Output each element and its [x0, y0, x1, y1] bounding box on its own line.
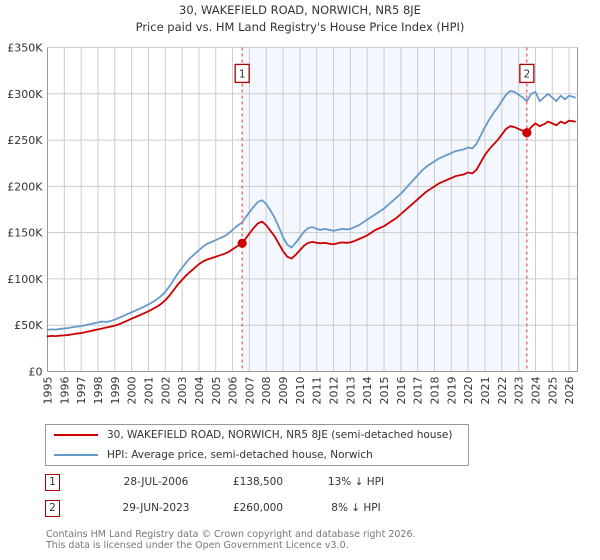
x-axis-tick-label: 2016 — [395, 377, 408, 405]
x-axis-tick-label: 2007 — [243, 377, 256, 405]
y-axis-tick-label: £150K — [7, 227, 43, 240]
y-axis-tick-label: £100K — [7, 273, 43, 286]
x-axis-tick-label: 1996 — [58, 377, 71, 405]
x-axis-tick-label: 2018 — [428, 377, 441, 405]
transaction-price-2: £260,000 — [232, 502, 284, 514]
footer-licence-line: This data is licensed under the Open Gov… — [46, 540, 349, 551]
x-axis-tick-label: 2001 — [142, 377, 155, 405]
legend-swatch-hpi — [54, 454, 98, 456]
footer-copyright-line: Contains HM Land Registry data © Crown c… — [46, 529, 416, 540]
chart-legend: 30, WAKEFIELD ROAD, NORWICH, NR5 8JE (se… — [45, 424, 469, 466]
table-row: 2 29-JUN-2023 £260,000 8% ↓ HPI — [45, 500, 475, 526]
legend-item-price-paid: 30, WAKEFIELD ROAD, NORWICH, NR5 8JE (se… — [46, 425, 468, 445]
x-axis-tick-label: 2026 — [563, 377, 576, 405]
x-axis-tick-label: 2019 — [445, 377, 458, 405]
x-axis-tick-label: 2004 — [193, 377, 206, 405]
x-axis-tick-label: 2014 — [361, 377, 374, 405]
transaction-marker-2: 2 — [45, 500, 60, 517]
sale-point-marker-1 — [237, 238, 247, 248]
x-axis-tick-label: 2012 — [328, 377, 341, 405]
x-axis-tick-label: 2002 — [159, 377, 172, 405]
attribution-footer: Contains HM Land Registry data © Crown c… — [46, 529, 586, 551]
event-marker-box-2 — [519, 63, 535, 84]
x-axis-tick-label: 1998 — [92, 377, 105, 405]
table-row: 1 28-JUL-2006 £138,500 13% ↓ HPI — [45, 474, 475, 500]
transaction-date-1: 28-JUL-2006 — [123, 476, 189, 488]
price-history-chart: £0 £50K £100K £150K £200K £250K £300K £350K 1995… — [7, 42, 578, 405]
transaction-price-1: £138,500 — [232, 476, 284, 488]
y-axis-tick-label: £0 — [29, 366, 43, 379]
event-marker-box-1 — [234, 63, 250, 84]
legend-label-hpi: HPI: Average price, semi-detached house,… — [107, 449, 373, 461]
x-axis-tick-label: 2024 — [529, 377, 542, 405]
y-axis-tick-label: £300K — [7, 88, 43, 101]
x-axis-tick-label: 2017 — [412, 377, 425, 405]
series-line-hpi — [46, 90, 576, 331]
transaction-date-2: 29-JUN-2023 — [122, 502, 190, 514]
x-axis-tick-label: 2011 — [311, 377, 324, 405]
transaction-hpi-delta-1: 13% ↓ HPI — [327, 476, 385, 488]
legend-label-price-paid: 30, WAKEFIELD ROAD, NORWICH, NR5 8JE (se… — [107, 429, 453, 441]
x-axis-tick-label: 2023 — [513, 377, 526, 405]
x-axis-tick-label: 2006 — [227, 377, 240, 405]
transaction-hpi-delta-2: 8% ↓ HPI — [331, 502, 381, 514]
x-axis-tick-label: 2021 — [479, 377, 492, 405]
ownership-period-band — [242, 47, 527, 372]
y-axis-tick-label: £350K — [7, 42, 43, 55]
x-axis-tick-label: 2022 — [496, 377, 509, 405]
transactions-table: 1 28-JUL-2006 £138,500 13% ↓ HPI 2 29-JU… — [45, 474, 475, 526]
x-axis-tick-label: 1995 — [42, 377, 55, 405]
x-axis-tick-label: 2020 — [462, 377, 475, 405]
x-axis-tick-label: 2005 — [210, 377, 223, 405]
event-marker-label-2: 2 — [524, 68, 531, 80]
legend-item-hpi: HPI: Average price, semi-detached house,… — [46, 445, 468, 465]
chart-title-block: 30, WAKEFIELD ROAD, NORWICH, NR5 8JE Pri… — [0, 2, 600, 36]
x-axis-tick-label: 2025 — [546, 377, 559, 405]
x-axis-tick-label: 2013 — [344, 377, 357, 405]
page-title: 30, WAKEFIELD ROAD, NORWICH, NR5 8JE — [179, 3, 421, 17]
x-axis-tick-label: 2009 — [277, 377, 290, 405]
page-subtitle: Price paid vs. HM Land Registry's House … — [135, 20, 465, 34]
event-marker-label-1: 1 — [239, 68, 246, 80]
series-line-price-paid — [46, 119, 576, 338]
y-axis-tick-label: £50K — [14, 319, 43, 332]
x-axis-tick-label: 2008 — [260, 377, 273, 405]
legend-swatch-price-paid — [54, 434, 98, 436]
x-axis-tick-label: 2010 — [294, 377, 307, 405]
y-axis-tick-label: £250K — [7, 134, 43, 147]
x-axis-tick-label: 1997 — [75, 377, 88, 405]
transaction-marker-1: 1 — [45, 474, 60, 491]
y-axis-tick-label: £200K — [7, 180, 43, 193]
x-axis-tick-label: 1999 — [109, 377, 122, 405]
x-axis-tick-label: 2000 — [126, 377, 139, 405]
sale-point-marker-2 — [522, 128, 532, 138]
x-axis-tick-label: 2003 — [176, 377, 189, 405]
x-axis-tick-label: 2015 — [378, 377, 391, 405]
